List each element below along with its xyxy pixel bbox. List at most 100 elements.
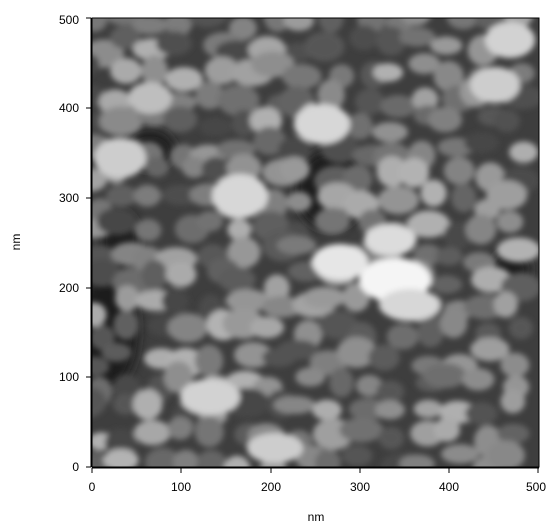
grain-shape (423, 363, 467, 389)
grain-shape (443, 221, 472, 250)
grain-shape (435, 247, 463, 266)
grain-shape (251, 51, 295, 78)
grain-shape (227, 236, 261, 268)
grain-shape (486, 180, 528, 210)
x-ticks: 0 100 200 300 400 500 (89, 468, 546, 494)
grain-shape (141, 259, 168, 291)
grain-shape (496, 237, 539, 263)
x-tick-label: 500 (526, 480, 546, 494)
grain-shape (493, 109, 520, 133)
grain-shape (286, 191, 312, 212)
grain-shape (106, 184, 138, 207)
x-axis-label: nm (308, 510, 325, 524)
grain-shape (201, 156, 231, 182)
grain-shape (133, 420, 171, 446)
y-tick-label: 500 (59, 13, 79, 27)
y-tick-label: 0 (72, 460, 79, 474)
grain-shape (196, 450, 227, 467)
y-tick-label: 300 (59, 191, 79, 205)
grain-shape (304, 31, 345, 62)
grain-shape (399, 27, 436, 47)
grain-shape (303, 286, 346, 309)
x-tick-label: 100 (171, 480, 191, 494)
grain-shape (433, 60, 464, 92)
grain-shape (508, 316, 534, 340)
grain-shape (227, 219, 252, 241)
grain-shape (134, 219, 162, 242)
grain-shape (314, 207, 351, 235)
grain-shape (132, 388, 163, 420)
grain-shape (336, 336, 377, 368)
grain-shape (401, 18, 431, 26)
grain-shape (167, 313, 208, 343)
x-tick-label: 400 (439, 480, 459, 494)
grain-shape (439, 308, 468, 339)
grain-highlight (312, 244, 368, 280)
grain-shape (187, 18, 228, 28)
grain-shape (411, 87, 439, 111)
grain-shape (408, 53, 441, 74)
grain-highlight (485, 22, 535, 58)
y-tick-label: 100 (59, 370, 79, 384)
grain-shape (231, 110, 256, 137)
grain-shape (315, 449, 341, 467)
grain-highlight (128, 82, 172, 114)
grain-shape (109, 25, 141, 49)
grain-highlight (470, 67, 520, 103)
grain-shape (97, 207, 138, 236)
grain-shape (217, 84, 260, 116)
grain-shape (283, 18, 314, 31)
grain-shape (509, 141, 539, 163)
grain-shape (144, 447, 181, 467)
grain-shape (329, 367, 354, 398)
x-tick-label: 300 (350, 480, 370, 494)
grain-shape (407, 210, 450, 238)
grain-shape (165, 67, 203, 92)
grain-shape (163, 361, 194, 393)
y-tick-label: 400 (59, 101, 79, 115)
grain-shape (465, 402, 498, 425)
grain-shape (181, 156, 207, 178)
plot-frame (91, 17, 540, 468)
grain-shape (347, 112, 373, 140)
grain-shape (165, 261, 197, 288)
grain-shape (417, 316, 444, 348)
grain-shape (356, 374, 383, 397)
grain-shape (113, 310, 139, 340)
grain-shape (470, 337, 510, 362)
grain-shape (161, 288, 189, 314)
grain-shape (223, 455, 251, 467)
grain-shape (372, 63, 404, 82)
grain-shape (497, 423, 530, 444)
grain-shape (446, 18, 480, 30)
grain-shape (161, 184, 200, 206)
grain-shape (92, 302, 107, 327)
grain-shape (376, 26, 407, 56)
grain-shape (496, 210, 524, 233)
grain-shape (433, 418, 460, 442)
grain-highlight (294, 104, 350, 144)
grain-shape (464, 131, 499, 154)
grain-shape (276, 340, 319, 360)
grain-shape (431, 275, 463, 294)
grain-shape (99, 106, 143, 136)
grain-shape (487, 440, 525, 467)
grain-shape (110, 58, 142, 84)
grain-shape (92, 387, 107, 418)
grain-shape (261, 295, 303, 318)
grain-shape (398, 157, 430, 188)
grain-shape (462, 368, 495, 391)
x-tick-label: 200 (261, 480, 281, 494)
grain-shape (194, 344, 224, 377)
grain-shape (92, 356, 110, 377)
grain-shape (376, 156, 407, 187)
grain-shape (115, 285, 140, 312)
grain-shape (312, 399, 342, 421)
grain-shape (141, 55, 168, 86)
grain-shape (386, 323, 419, 350)
grain-shape (92, 54, 100, 75)
grain-shape (101, 343, 132, 362)
grain-shape (92, 18, 107, 32)
grain-shape (465, 214, 497, 245)
